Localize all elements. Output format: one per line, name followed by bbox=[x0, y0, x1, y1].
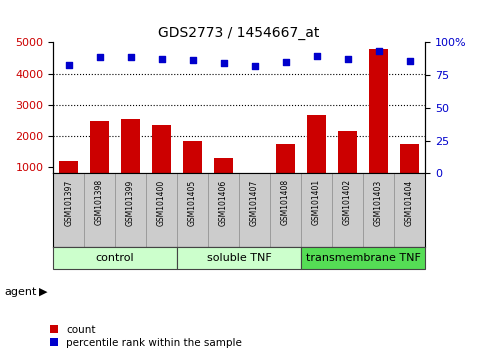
Text: GSM101403: GSM101403 bbox=[374, 179, 383, 225]
Point bbox=[313, 53, 320, 58]
Point bbox=[189, 57, 197, 63]
Text: GSM101400: GSM101400 bbox=[157, 179, 166, 225]
Text: GSM101406: GSM101406 bbox=[219, 179, 228, 225]
Bar bbox=[276, 143, 295, 198]
Bar bbox=[53, 247, 177, 269]
Text: soluble TNF: soluble TNF bbox=[207, 253, 271, 263]
Bar bbox=[184, 141, 202, 198]
Bar bbox=[177, 247, 301, 269]
Point bbox=[251, 63, 258, 69]
Bar bbox=[152, 125, 171, 198]
Bar bbox=[59, 161, 78, 198]
Bar bbox=[214, 158, 233, 198]
Point bbox=[406, 59, 413, 64]
Text: GSM101404: GSM101404 bbox=[405, 179, 414, 225]
Text: GSM101398: GSM101398 bbox=[95, 179, 104, 225]
Bar bbox=[400, 144, 419, 198]
Bar bbox=[90, 121, 109, 198]
Text: GSM101405: GSM101405 bbox=[188, 179, 197, 225]
Bar bbox=[301, 247, 425, 269]
Text: GSM101401: GSM101401 bbox=[312, 179, 321, 225]
Text: transmembrane TNF: transmembrane TNF bbox=[306, 253, 421, 263]
Bar bbox=[307, 115, 326, 198]
Text: GSM101408: GSM101408 bbox=[281, 179, 290, 225]
Text: ▶: ▶ bbox=[39, 287, 48, 297]
Text: GSM101402: GSM101402 bbox=[343, 179, 352, 225]
Title: GDS2773 / 1454667_at: GDS2773 / 1454667_at bbox=[158, 26, 320, 40]
Text: GSM101407: GSM101407 bbox=[250, 179, 259, 225]
Point bbox=[127, 54, 134, 60]
Legend: count, percentile rank within the sample: count, percentile rank within the sample bbox=[49, 324, 243, 349]
Point bbox=[158, 56, 166, 62]
Point bbox=[282, 59, 289, 65]
Point bbox=[375, 48, 383, 54]
Point bbox=[65, 62, 72, 68]
Bar bbox=[338, 131, 357, 198]
Text: GSM101397: GSM101397 bbox=[64, 179, 73, 225]
Point bbox=[220, 61, 227, 66]
Text: GSM101399: GSM101399 bbox=[126, 179, 135, 225]
Bar bbox=[369, 49, 388, 198]
Text: control: control bbox=[96, 253, 134, 263]
Bar bbox=[121, 119, 140, 198]
Point bbox=[96, 54, 103, 60]
Text: agent: agent bbox=[5, 287, 37, 297]
Bar bbox=[245, 197, 264, 198]
Point bbox=[344, 56, 352, 62]
